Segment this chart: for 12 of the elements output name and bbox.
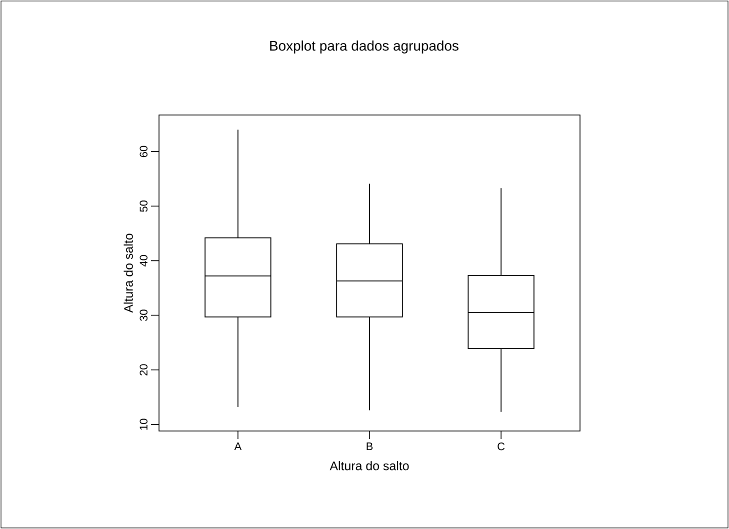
x-axis-title: Altura do salto [330, 461, 409, 470]
y-tick-label: 30 [140, 310, 148, 321]
x-tick-label: B [366, 442, 373, 450]
y-tick-label: 50 [140, 200, 148, 212]
y-tick-label: 10 [140, 418, 148, 430]
chart-title: Boxplot para dados agrupados [270, 40, 458, 54]
x-tick-label: A [234, 442, 242, 450]
y-tick-label: 20 [140, 364, 148, 376]
y-tick-label: 60 [140, 146, 148, 158]
x-tick-label: C [498, 442, 505, 450]
y-axis-title: Altura do salto [124, 234, 133, 313]
y-tick-label: 40 [140, 255, 148, 267]
